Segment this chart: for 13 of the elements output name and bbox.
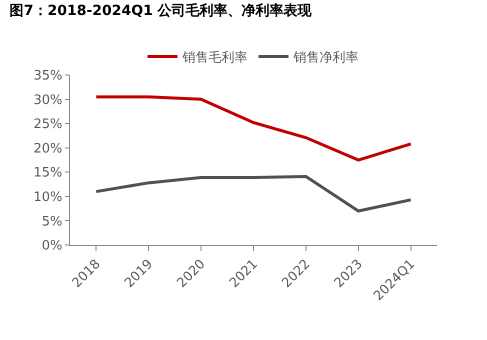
y-tick-label: 20%	[33, 141, 62, 156]
y-tick-label: 15%	[33, 166, 62, 181]
legend-label: 销售毛利率	[182, 50, 248, 66]
chart-title: 图7：2018-2024Q1 公司毛利率、净利率表现	[10, 2, 313, 19]
line-series	[94, 95, 412, 162]
legend-label: 销售净利率	[292, 50, 358, 66]
y-tick-label: 10%	[33, 190, 62, 205]
y-tick-label: 5%	[42, 214, 62, 230]
y-tick-label: 0%	[42, 238, 62, 254]
line-series	[94, 175, 412, 212]
y-tick-label: 35%	[33, 68, 62, 84]
y-tick-label: 25%	[33, 117, 62, 132]
y-tick-label: 30%	[33, 92, 62, 108]
